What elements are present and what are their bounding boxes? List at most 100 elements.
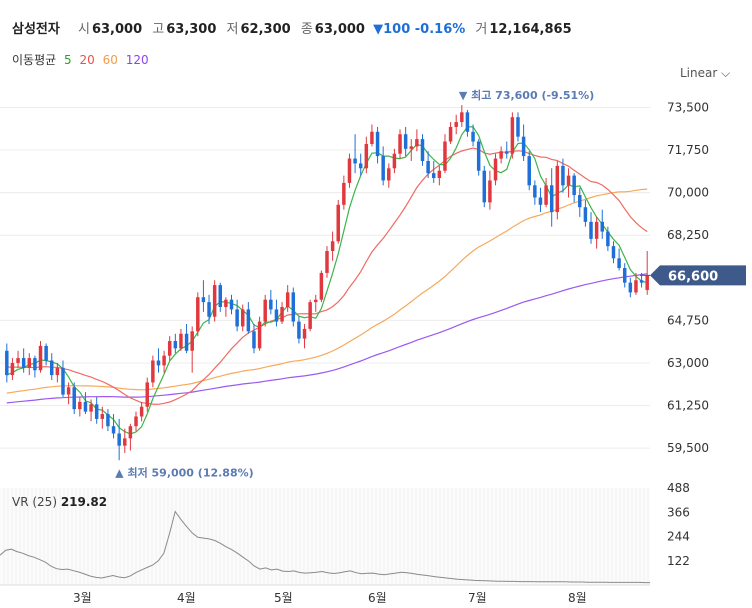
candle-body (527, 156, 531, 186)
candle (353, 134, 357, 174)
price-axis: 73,500 71,750 70,000 68,250 64,750 63,000 61,2… (667, 100, 709, 455)
candle (111, 414, 116, 439)
candle-body (364, 143, 369, 169)
candle (325, 246, 329, 278)
candle-body (72, 387, 76, 410)
candle-body (16, 358, 20, 363)
candle-body (358, 163, 363, 169)
candle-body (347, 158, 352, 183)
candle (44, 343, 48, 366)
candle-body (437, 170, 442, 179)
candle (505, 141, 509, 159)
candle-body (516, 117, 520, 137)
candle (375, 126, 380, 164)
candle (403, 126, 408, 157)
candle-body (431, 173, 436, 179)
candle (566, 168, 571, 198)
candle (66, 382, 71, 405)
candle (392, 148, 397, 174)
candle-body (336, 204, 340, 242)
price-tick-label: 73,500 (667, 100, 709, 114)
moving-average-legend[interactable]: 이동평균 5 20 60 120 (12, 51, 153, 68)
candle-body (572, 175, 576, 196)
candle-body (521, 136, 526, 157)
candle (134, 411, 138, 432)
candle-body (308, 302, 312, 329)
close-value: 63,000 (314, 22, 365, 37)
candle-body (330, 241, 335, 252)
candle-body (510, 117, 515, 154)
candle (499, 146, 503, 164)
candle-body (465, 112, 470, 132)
candle (561, 158, 565, 193)
candle (297, 316, 301, 344)
candle-body (145, 382, 149, 407)
candle (476, 139, 481, 176)
candle (212, 280, 217, 322)
candle (100, 406, 105, 429)
candle (263, 294, 267, 327)
vr-tick-label: 244 (667, 530, 690, 544)
candle (533, 180, 537, 205)
candle (190, 326, 194, 373)
candle-body (319, 272, 324, 300)
candle (415, 129, 419, 152)
candle (145, 377, 149, 412)
candle-body (566, 175, 571, 186)
candle (465, 109, 470, 137)
month-tick-label: 3월 (73, 591, 92, 605)
candle-body (128, 426, 133, 439)
candle (589, 212, 593, 244)
candle (454, 114, 458, 135)
vr-tick-label: 488 (667, 481, 690, 495)
candle-body (123, 438, 127, 446)
candle-body (117, 433, 121, 446)
candle-body (594, 221, 599, 239)
candle-body (499, 151, 503, 159)
candle (123, 428, 127, 453)
candle-body (151, 360, 155, 383)
candle-body (83, 401, 88, 412)
candle (128, 423, 133, 451)
candles (5, 105, 649, 461)
candle (72, 382, 76, 415)
candle-body (443, 141, 447, 171)
candle (33, 355, 37, 378)
candle (201, 280, 206, 312)
candle (83, 392, 88, 415)
candle-body (269, 299, 273, 310)
candle-body (555, 165, 560, 213)
candle (527, 151, 531, 191)
candle (151, 355, 155, 388)
candle (179, 328, 183, 351)
candle-body (173, 341, 178, 349)
candle-body (139, 406, 144, 417)
scale-toggle[interactable]: Linear ⌵ (680, 66, 730, 81)
ma-120-line (6, 273, 648, 404)
candle (516, 112, 520, 142)
candle (628, 277, 633, 298)
candle-body (387, 168, 391, 181)
price-tick-label: 61,250 (667, 399, 709, 413)
candle (319, 270, 324, 303)
ma-60-label: 60 (102, 53, 118, 67)
candle-body (482, 170, 487, 203)
candle-body (240, 309, 245, 327)
candle (89, 399, 93, 422)
volume-label: 거 (475, 22, 488, 37)
candle-body (488, 180, 492, 203)
candle-body (156, 360, 161, 366)
candle-body (639, 280, 644, 283)
candle-body (342, 182, 346, 205)
candle (426, 151, 430, 179)
candle-body (280, 306, 284, 322)
candle (10, 358, 15, 380)
candle (218, 282, 223, 312)
vr-tick-label: 366 (667, 505, 690, 519)
candle (235, 299, 239, 332)
candle-body (134, 416, 138, 427)
candle (38, 341, 43, 373)
vr-label: VR (25) 219.82 (12, 495, 107, 509)
candle (274, 299, 279, 327)
